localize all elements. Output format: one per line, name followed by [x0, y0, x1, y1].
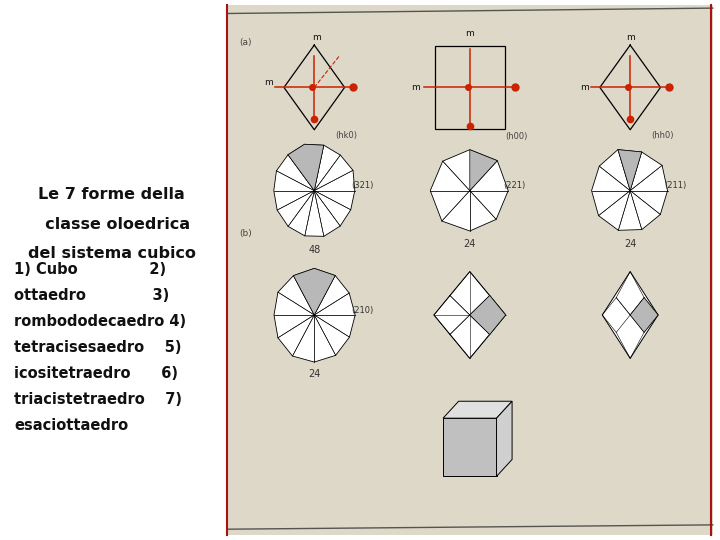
- Text: (211): (211): [664, 181, 686, 191]
- Polygon shape: [630, 298, 658, 332]
- Polygon shape: [434, 272, 505, 359]
- Text: m: m: [264, 78, 273, 86]
- FancyBboxPatch shape: [227, 5, 713, 535]
- Text: (a): (a): [239, 38, 251, 47]
- Text: 24: 24: [308, 369, 320, 379]
- Polygon shape: [274, 268, 355, 362]
- Polygon shape: [470, 295, 505, 334]
- Text: del sistema cubico: del sistema cubico: [27, 246, 196, 261]
- Text: 1) Cubo              2): 1) Cubo 2): [14, 262, 166, 278]
- Text: (hk0): (hk0): [336, 131, 358, 140]
- Text: ottaedro             3): ottaedro 3): [14, 288, 170, 303]
- Text: Le 7 forme della: Le 7 forme della: [38, 187, 185, 202]
- Text: esaciottaedro: esaciottaedro: [14, 418, 129, 433]
- Polygon shape: [470, 150, 498, 191]
- Text: m: m: [411, 83, 420, 92]
- Text: m: m: [626, 33, 634, 42]
- Text: m: m: [580, 83, 589, 92]
- Text: icositetraedro      6): icositetraedro 6): [14, 366, 179, 381]
- Text: (hh0): (hh0): [652, 131, 674, 140]
- Text: (221): (221): [504, 181, 526, 191]
- Polygon shape: [443, 401, 512, 418]
- Polygon shape: [603, 272, 658, 359]
- Polygon shape: [443, 418, 497, 476]
- Text: m: m: [465, 29, 474, 38]
- Text: 24: 24: [624, 239, 636, 249]
- Text: (b): (b): [239, 228, 252, 238]
- Text: rombododecaedro 4): rombododecaedro 4): [14, 314, 186, 329]
- Polygon shape: [274, 144, 355, 237]
- Polygon shape: [431, 150, 508, 231]
- Polygon shape: [497, 401, 512, 476]
- Text: 24: 24: [464, 239, 476, 249]
- Text: triacistetraedro    7): triacistetraedro 7): [14, 392, 182, 407]
- Polygon shape: [294, 268, 336, 315]
- Text: classe oloedrica: classe oloedrica: [34, 217, 189, 232]
- Polygon shape: [618, 150, 642, 191]
- Polygon shape: [592, 150, 667, 230]
- Text: (321): (321): [351, 181, 374, 190]
- Text: 48: 48: [308, 245, 320, 254]
- Text: (210): (210): [351, 306, 374, 315]
- Text: m: m: [312, 33, 321, 42]
- Bar: [435, 45, 505, 130]
- Text: tetracisesaedro    5): tetracisesaedro 5): [14, 340, 182, 355]
- Text: (h00): (h00): [505, 132, 527, 141]
- Polygon shape: [288, 144, 324, 191]
